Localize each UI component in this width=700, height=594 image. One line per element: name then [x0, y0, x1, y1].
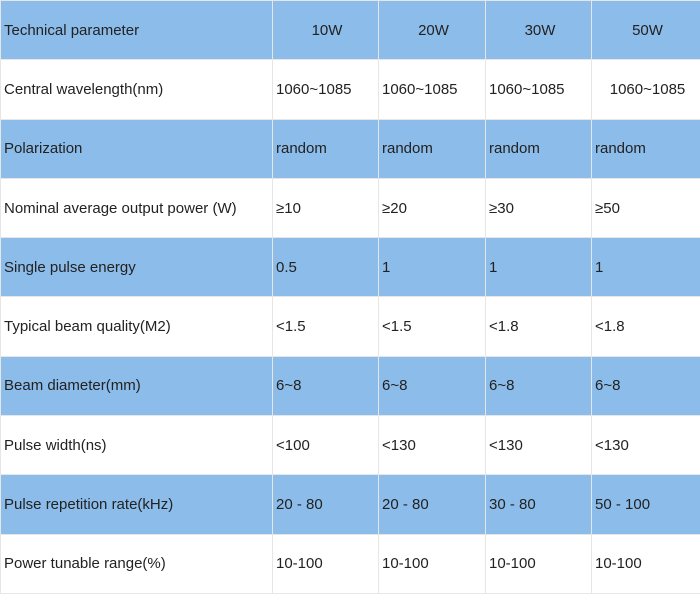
- table-header-row: Technical parameter 10W 20W 30W 50W: [0, 0, 700, 61]
- header-label: Technical parameter: [0, 0, 273, 61]
- table-cell: ≥10: [272, 177, 379, 239]
- table-row: Polarization random random random random: [0, 118, 700, 179]
- table-cell: 10-100: [272, 533, 379, 594]
- table-row: Pulse width(ns) <100 <130 <130 <130: [0, 415, 700, 476]
- table-cell: <1.8: [591, 296, 700, 357]
- table-cell: <130: [591, 415, 700, 476]
- row-label-central-wavelength: Central wavelength(nm): [0, 59, 273, 120]
- table-cell: 6~8: [272, 355, 379, 417]
- row-label-pulse-width: Pulse width(ns): [0, 415, 273, 476]
- table-row: Central wavelength(nm) 1060~1085 1060~10…: [0, 59, 700, 120]
- table-row: Pulse repetition rate(kHz) 20 - 80 20 - …: [0, 474, 700, 535]
- table-cell: random: [272, 118, 379, 179]
- row-label-nominal-power: Nominal average output power (W): [0, 177, 273, 239]
- header-model-50w: 50W: [591, 0, 700, 61]
- table-cell: 1: [591, 237, 700, 298]
- table-cell: 50 - 100: [591, 474, 700, 535]
- row-label-single-pulse-energy: Single pulse energy: [0, 237, 273, 298]
- table-row: Single pulse energy 0.5 1 1 1: [0, 237, 700, 298]
- header-model-20w: 20W: [378, 0, 486, 61]
- row-label-beam-quality: Typical beam quality(M2): [0, 296, 273, 357]
- table-row: Power tunable range(%) 10-100 10-100 10-…: [0, 533, 700, 594]
- table-cell: <1.5: [378, 296, 486, 357]
- table-cell: 10-100: [485, 533, 592, 594]
- row-label-repetition-rate: Pulse repetition rate(kHz): [0, 474, 273, 535]
- table-cell: 1: [378, 237, 486, 298]
- table-cell: <100: [272, 415, 379, 476]
- table-cell: random: [591, 118, 700, 179]
- header-model-10w: 10W: [272, 0, 379, 61]
- table-cell: 6~8: [485, 355, 592, 417]
- row-label-polarization: Polarization: [0, 118, 273, 179]
- table-cell: 20 - 80: [272, 474, 379, 535]
- table-cell: <130: [485, 415, 592, 476]
- header-model-30w: 30W: [485, 0, 592, 61]
- table-cell: random: [485, 118, 592, 179]
- table-cell: 6~8: [591, 355, 700, 417]
- table-row: Beam diameter(mm) 6~8 6~8 6~8 6~8: [0, 355, 700, 417]
- row-label-beam-diameter: Beam diameter(mm): [0, 355, 273, 417]
- table-cell: random: [378, 118, 486, 179]
- table-cell: <130: [378, 415, 486, 476]
- table-cell: 10-100: [378, 533, 486, 594]
- table-cell: 1060~1085: [378, 59, 486, 120]
- table-cell: 1060~1085: [485, 59, 592, 120]
- table-cell: <1.8: [485, 296, 592, 357]
- table-cell: ≥20: [378, 177, 486, 239]
- table-cell: ≥30: [485, 177, 592, 239]
- row-label-power-tunable-range: Power tunable range(%): [0, 533, 273, 594]
- table-cell: 1060~1085: [591, 59, 700, 120]
- table-cell: 10-100: [591, 533, 700, 594]
- table-cell: ≥50: [591, 177, 700, 239]
- table-cell: 20 - 80: [378, 474, 486, 535]
- table-cell: <1.5: [272, 296, 379, 357]
- table-cell: 1060~1085: [272, 59, 379, 120]
- table-row: Nominal average output power (W) ≥10 ≥20…: [0, 177, 700, 239]
- table-cell: 6~8: [378, 355, 486, 417]
- table-cell: 1: [485, 237, 592, 298]
- table-row: Typical beam quality(M2) <1.5 <1.5 <1.8 …: [0, 296, 700, 357]
- table-cell: 30 - 80: [485, 474, 592, 535]
- table-cell: 0.5: [272, 237, 379, 298]
